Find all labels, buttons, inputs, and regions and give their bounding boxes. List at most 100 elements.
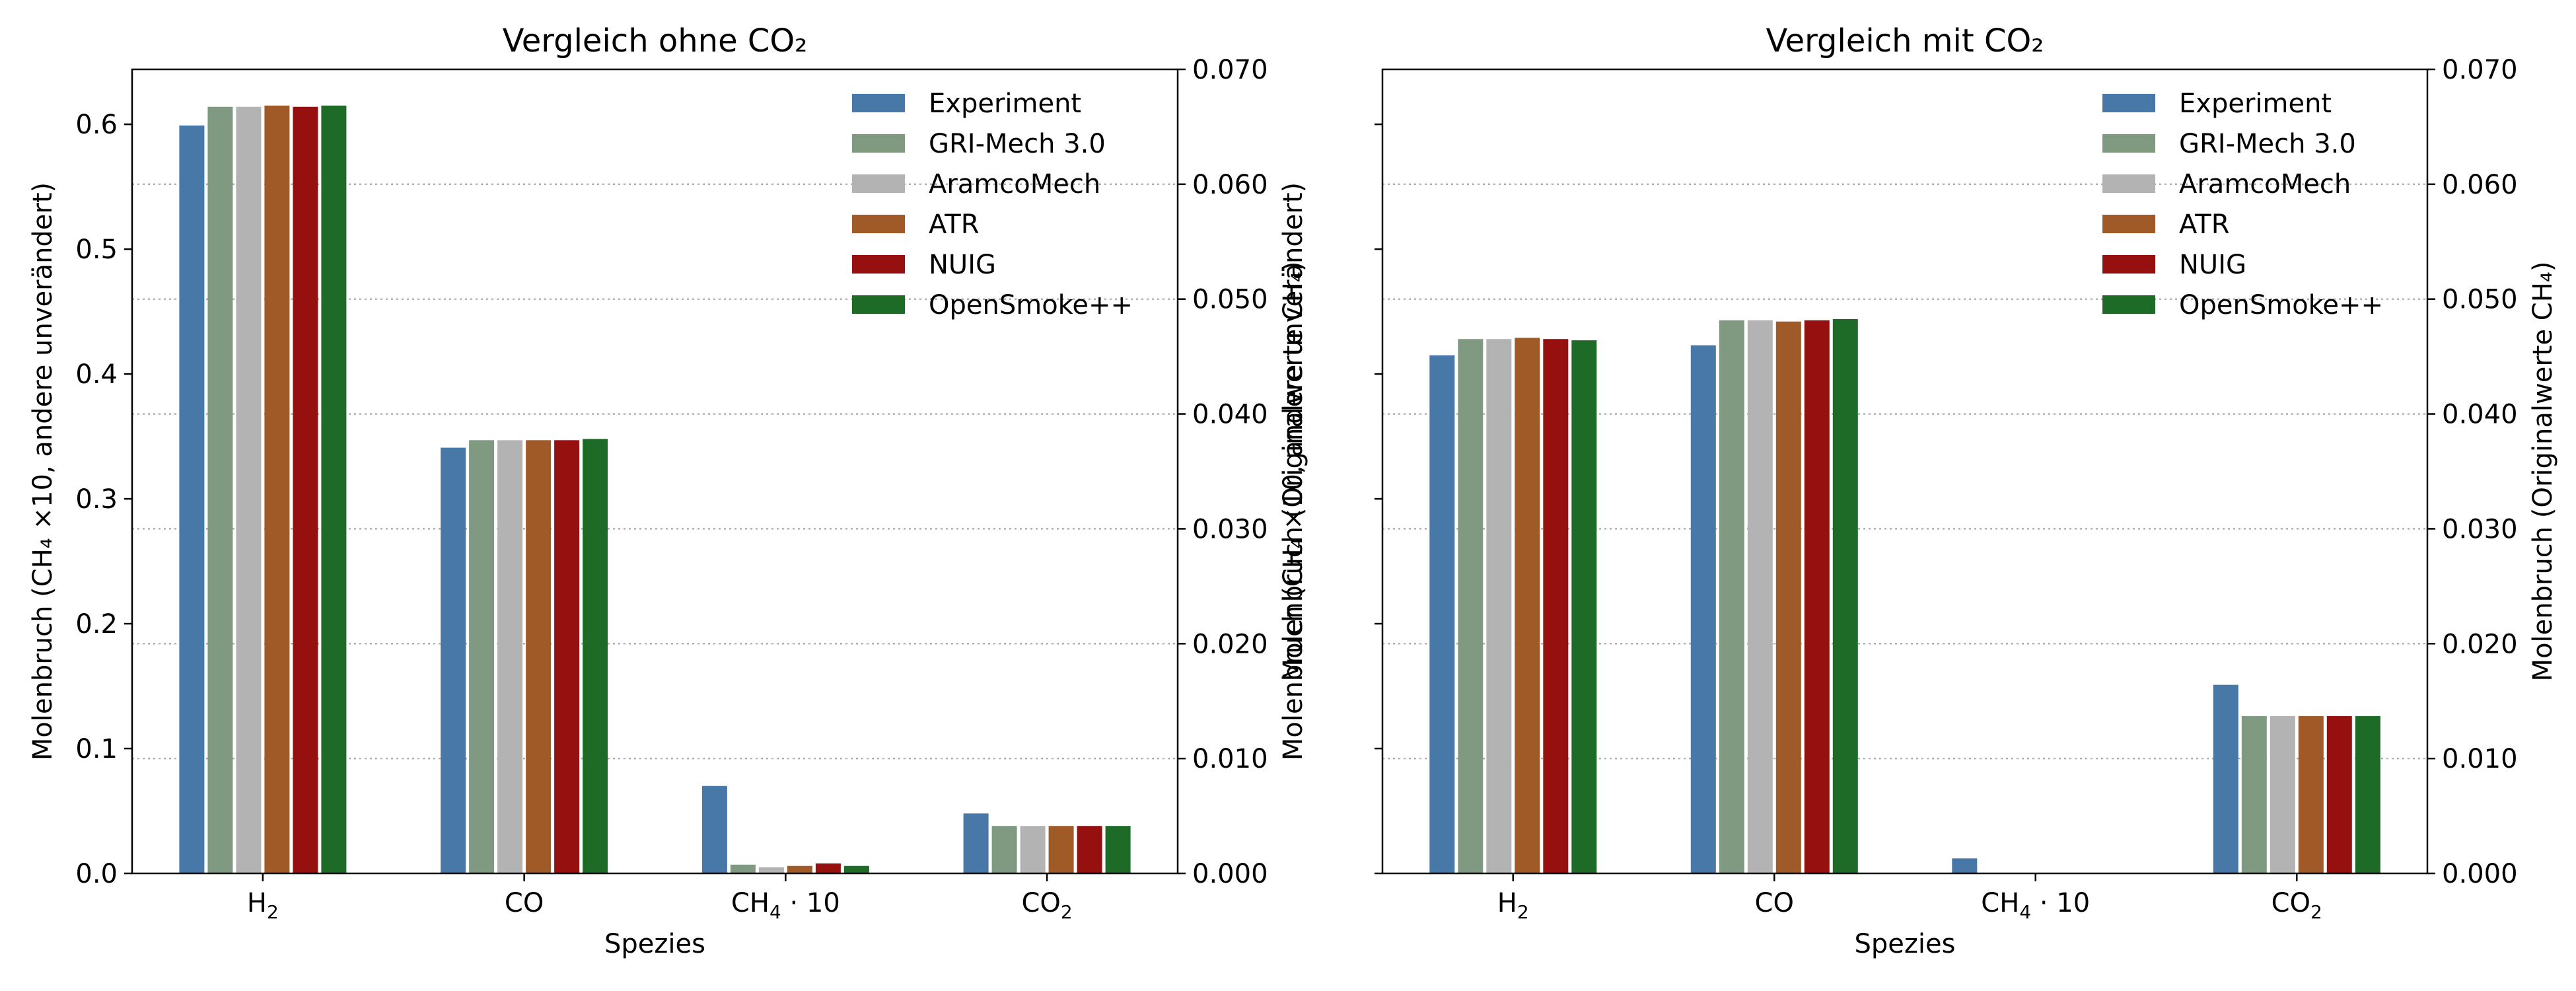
legend-label: GRI-Mech 3.0 [929, 129, 1106, 159]
x-tick-label: CO2 [1022, 888, 1073, 923]
legend: Experiment GRI-Mech 3.0 AramcoMech ATR NUIG O… [2102, 89, 2383, 320]
bar-gri-mech-3-0-1 [1458, 339, 1484, 873]
bar-experiment-2 [441, 447, 466, 873]
bar-nuig-4 [2326, 716, 2352, 873]
y-right-tick-label: 0.040 [1192, 400, 1268, 430]
y-right-tick-label: 0.000 [1192, 859, 1268, 889]
legend-swatch-aramcomech [852, 174, 905, 193]
legend-swatch-opensmoke- [852, 295, 905, 314]
bar-aramcomech-1 [236, 106, 262, 874]
x-tick-label-base: H [247, 888, 267, 918]
bar-atr-1 [1515, 338, 1540, 873]
x-tick-label: CO2 [2272, 888, 2322, 923]
bar-aramcomech-2 [497, 440, 523, 873]
legend-swatch-gri-mech-3-0 [852, 134, 905, 153]
x-tick-label: H2 [247, 888, 279, 923]
bar-nuig-4 [1077, 826, 1102, 873]
bar-aramcomech-2 [1747, 320, 1773, 873]
x-tick-label-sub: 2 [1517, 901, 1529, 923]
legend-label: GRI-Mech 3.0 [2179, 129, 2356, 159]
bar-gri-mech-3-0-4 [991, 826, 1017, 873]
bar-aramcomech-3 [758, 867, 784, 873]
bar-gri-mech-3-0-3 [730, 864, 756, 873]
bar-nuig-1 [1543, 339, 1569, 873]
y-right-tick-label: 0.030 [2442, 514, 2518, 544]
bar-gri-mech-3-0-4 [2241, 716, 2267, 873]
legend: Experiment GRI-Mech 3.0 AramcoMech ATR NUIG O… [852, 89, 1133, 320]
x-tick-label: CH4 · 10 [731, 888, 840, 923]
x-tick-label-sub: 2 [2310, 901, 2322, 923]
legend-label: AramcoMech [929, 169, 1100, 200]
bar-aramcomech-4 [1020, 826, 1046, 873]
bar-experiment-4 [963, 813, 989, 873]
x-tick-label-base: H [1497, 888, 1517, 918]
bar-opensmoke--2 [583, 439, 608, 873]
bar-nuig-2 [1804, 320, 1830, 873]
bar-atr-2 [526, 440, 552, 873]
bar-atr-2 [1775, 321, 1801, 873]
legend-swatch-opensmoke- [2102, 295, 2155, 314]
chart-title: Vergleich mit CO₂ [1766, 22, 2044, 59]
y-tick-label: 0.3 [75, 484, 118, 515]
bar-atr-1 [264, 105, 290, 873]
bar-opensmoke--2 [1832, 319, 1858, 873]
legend-label: ATR [929, 209, 979, 240]
bar-experiment-3 [701, 786, 727, 873]
y-tick-label: 0.5 [75, 235, 118, 265]
bar-experiment-1 [179, 126, 205, 873]
legend-label: AramcoMech [2179, 169, 2351, 200]
x-tick-label: CO [505, 888, 544, 918]
y-right-tick-label: 0.050 [1192, 285, 1268, 315]
bar-opensmoke--4 [1105, 826, 1131, 873]
bar-atr-4 [2298, 716, 2324, 873]
x-tick-label-base: CO [1022, 888, 1061, 918]
axes-frame [131, 68, 1179, 875]
bar-atr-4 [1048, 826, 1074, 873]
y-right-tick-label: 0.060 [2442, 170, 2518, 200]
x-tick-label: H2 [1497, 888, 1529, 923]
legend-label: OpenSmoke++ [2179, 290, 2383, 320]
bar-opensmoke--3 [843, 865, 869, 873]
y-right-tick-label: 0.000 [2442, 859, 2518, 889]
x-tick-label: CH4 · 10 [1981, 888, 2090, 923]
x-tick-label-base: CO [2272, 888, 2310, 918]
bar-nuig-2 [554, 440, 580, 873]
bar-nuig-1 [293, 106, 318, 874]
bar-aramcomech-4 [2270, 716, 2295, 873]
legend-swatch-experiment [852, 94, 905, 112]
bar-opensmoke--1 [321, 105, 347, 873]
y-tick-label: 0.0 [75, 859, 118, 889]
x-tick-label-sub: 4 [769, 901, 781, 923]
bar-gri-mech-3-0-2 [1719, 320, 1744, 873]
y-tick-label: 0.1 [75, 734, 118, 764]
legend-label: ATR [2179, 209, 2229, 240]
x-tick-label-base: CO [505, 888, 544, 918]
x-tick-label-base: CH [731, 888, 769, 918]
y-axis-label-right: Molenbruch (Originalwerte CH₄) [1278, 262, 1308, 682]
legend-swatch-nuig [2102, 255, 2155, 274]
x-tick-label-tail: · 10 [2031, 888, 2090, 918]
y-right-tick-label: 0.060 [1192, 170, 1268, 200]
bar-aramcomech-1 [1486, 339, 1512, 873]
chart-title: Vergleich ohne CO₂ [503, 22, 808, 59]
x-axis-label: Spezies [604, 929, 705, 959]
legend-swatch-atr [2102, 215, 2155, 233]
y-right-tick-label: 0.020 [1192, 629, 1268, 659]
y-right-tick-label: 0.010 [2442, 744, 2518, 774]
legend-swatch-gri-mech-3-0 [2102, 134, 2155, 153]
chart-panel-1: 0.0 0.1 0.2 0.3 0.4 0.5 0.6 0.000 0.010 0.020 0.03… [28, 22, 1308, 959]
x-tick-label-tail: · 10 [781, 888, 840, 918]
bar-experiment-1 [1429, 355, 1455, 873]
legend-swatch-experiment [2102, 94, 2155, 112]
y-right-tick-label: 0.020 [2442, 629, 2518, 659]
y-axis-label-right: Molenbruch (Originalwerte CH₄) [2528, 262, 2558, 682]
y-right-tick-label: 0.070 [1192, 55, 1268, 85]
y-right-tick-label: 0.010 [1192, 744, 1268, 774]
bar-nuig-3 [815, 863, 841, 873]
y-right-tick-label: 0.040 [2442, 400, 2518, 430]
y-tick-label: 0.4 [75, 359, 118, 390]
x-tick-label-base: CH [1981, 888, 2019, 918]
y-tick-label: 0.2 [75, 609, 118, 640]
legend-swatch-aramcomech [2102, 174, 2155, 193]
